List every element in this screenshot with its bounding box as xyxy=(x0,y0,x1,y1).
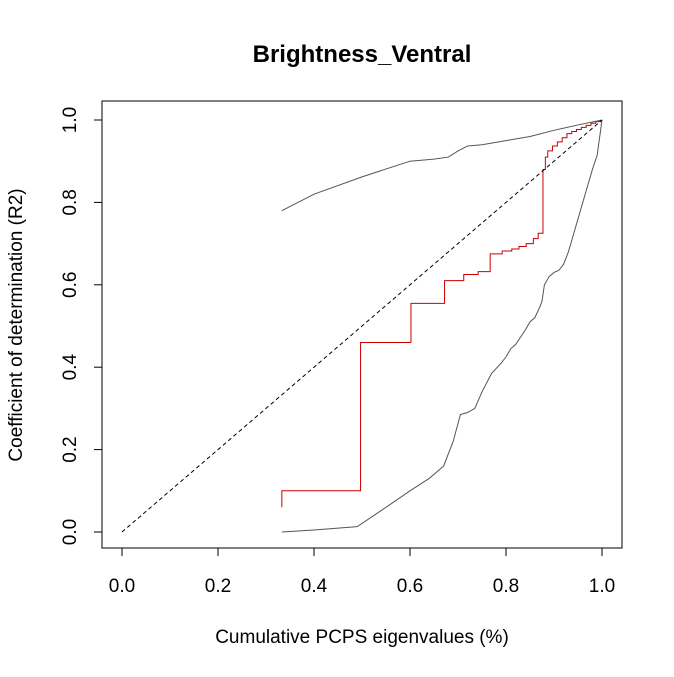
x-tick-label: 0.2 xyxy=(205,576,231,597)
chart-title: Brightness_Ventral xyxy=(253,41,472,68)
series-line-2 xyxy=(281,119,603,533)
x-tick-label: 0.0 xyxy=(109,576,135,597)
y-axis-label: Coefficient of determination (R2) xyxy=(6,188,27,461)
series-line-0 xyxy=(281,120,602,508)
x-tick-label: 0.6 xyxy=(397,576,423,597)
x-tick-label: 0.4 xyxy=(301,576,328,597)
y-tick-label: 0.8 xyxy=(60,189,81,215)
y-tick-label: 0.4 xyxy=(60,354,81,381)
series-line-1 xyxy=(281,119,603,212)
y-tick-label: 1.0 xyxy=(60,107,81,133)
series-layer xyxy=(121,119,603,533)
y-tick-label: 0.2 xyxy=(60,436,81,462)
y-axis: 0.0 0.2 0.4 0.6 0.8 1.0 xyxy=(60,107,103,545)
x-tick-label: 0.8 xyxy=(493,576,519,597)
x-axis: 0.0 0.2 0.4 0.6 0.8 1.0 xyxy=(109,547,615,597)
x-tick-label: 1.0 xyxy=(589,576,615,597)
x-axis-label: Cumulative PCPS eigenvalues (%) xyxy=(215,627,509,648)
plot-frame xyxy=(101,100,623,549)
y-tick-label: 0.0 xyxy=(60,519,81,545)
series-line-3 xyxy=(121,119,603,533)
y-tick-label: 0.6 xyxy=(60,272,81,298)
